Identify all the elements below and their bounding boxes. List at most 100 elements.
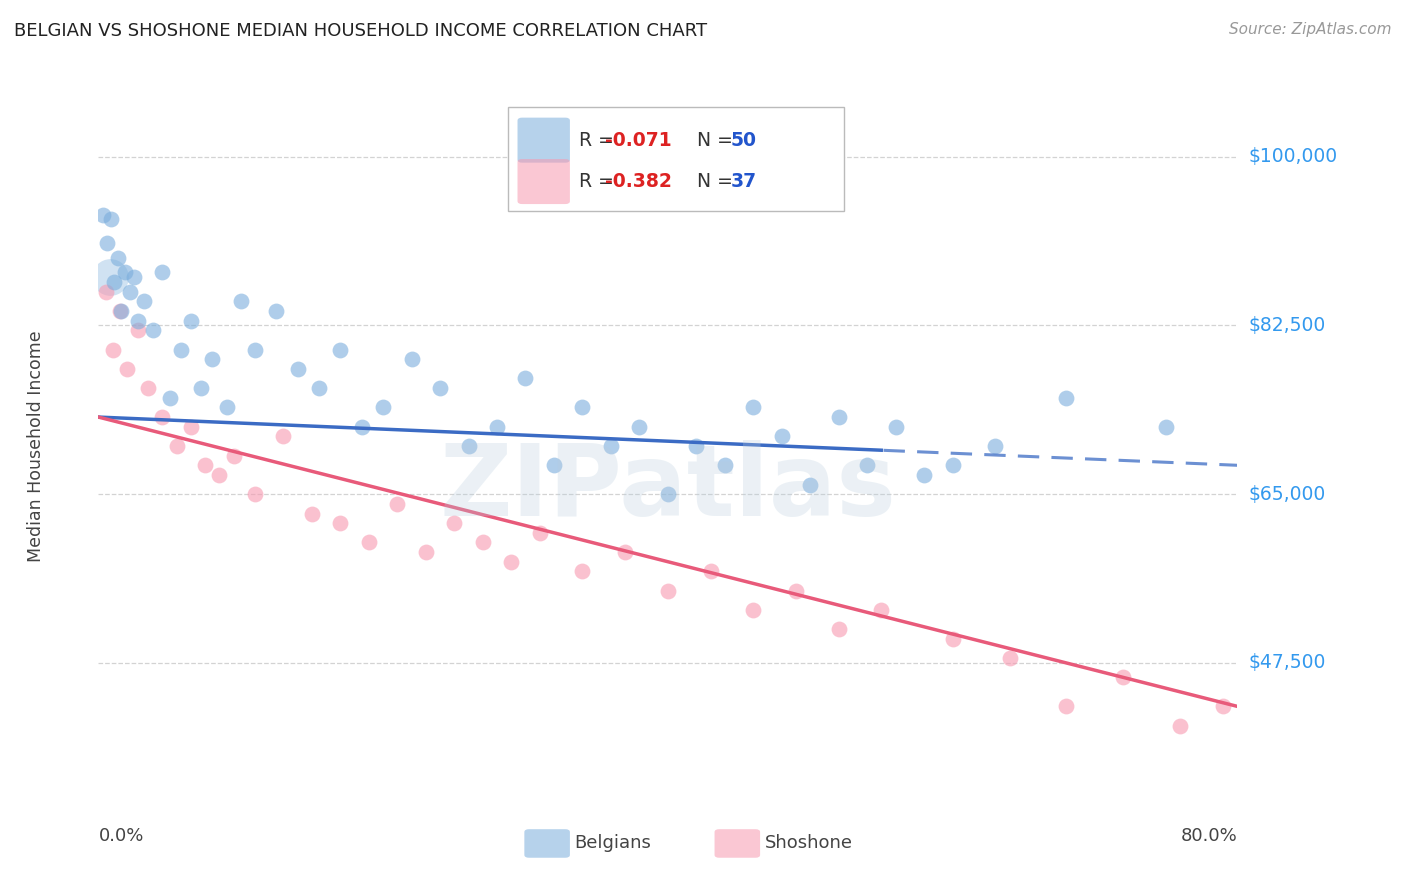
Point bbox=[685, 439, 707, 453]
Point bbox=[118, 285, 141, 299]
Point bbox=[152, 410, 174, 425]
Point bbox=[243, 343, 266, 357]
Text: Median Household Income: Median Household Income bbox=[27, 330, 45, 562]
Point bbox=[287, 362, 309, 376]
Text: 80.0%: 80.0% bbox=[1181, 827, 1237, 845]
Point bbox=[180, 313, 202, 327]
Text: 37: 37 bbox=[731, 172, 756, 191]
Text: N =: N = bbox=[685, 172, 738, 191]
FancyBboxPatch shape bbox=[517, 159, 569, 204]
Point bbox=[942, 458, 965, 473]
FancyBboxPatch shape bbox=[714, 830, 761, 858]
Point bbox=[170, 343, 193, 357]
Point bbox=[114, 265, 136, 279]
Point bbox=[998, 651, 1021, 665]
Point bbox=[742, 603, 765, 617]
Text: $65,000: $65,000 bbox=[1249, 484, 1326, 504]
Text: $47,500: $47,500 bbox=[1249, 654, 1326, 673]
Point bbox=[273, 429, 295, 443]
Point bbox=[614, 545, 637, 559]
Point bbox=[98, 270, 121, 285]
Point bbox=[770, 429, 793, 443]
Point bbox=[799, 477, 821, 491]
Point bbox=[101, 343, 124, 357]
Point bbox=[457, 439, 479, 453]
Point bbox=[136, 381, 159, 395]
Point bbox=[115, 362, 138, 376]
Point bbox=[401, 352, 423, 367]
FancyBboxPatch shape bbox=[517, 118, 569, 162]
Point bbox=[387, 497, 409, 511]
Point bbox=[222, 449, 245, 463]
Point bbox=[190, 381, 212, 395]
Point bbox=[108, 304, 131, 318]
Point bbox=[201, 352, 224, 367]
Point bbox=[229, 294, 252, 309]
Point bbox=[127, 313, 149, 327]
Point bbox=[110, 304, 132, 318]
Text: 0.0%: 0.0% bbox=[98, 827, 143, 845]
Text: N =: N = bbox=[685, 130, 738, 150]
Point bbox=[486, 419, 509, 434]
Point bbox=[132, 294, 155, 309]
Point bbox=[415, 545, 437, 559]
Text: $82,500: $82,500 bbox=[1249, 316, 1326, 335]
Point bbox=[657, 583, 679, 598]
Point bbox=[1212, 699, 1234, 714]
Point bbox=[107, 251, 129, 265]
Point bbox=[429, 381, 451, 395]
Point bbox=[443, 516, 465, 530]
Point bbox=[100, 212, 122, 227]
Text: $100,000: $100,000 bbox=[1249, 147, 1337, 166]
Point bbox=[357, 535, 380, 549]
Point bbox=[308, 381, 330, 395]
Point bbox=[884, 419, 907, 434]
Point bbox=[870, 603, 893, 617]
Point bbox=[141, 323, 163, 337]
Text: R =: R = bbox=[579, 130, 620, 150]
Point bbox=[371, 401, 394, 415]
Point bbox=[127, 323, 149, 337]
Point bbox=[501, 555, 523, 569]
FancyBboxPatch shape bbox=[509, 107, 845, 211]
Point bbox=[243, 487, 266, 501]
Point bbox=[856, 458, 879, 473]
Point bbox=[266, 304, 288, 318]
Point bbox=[159, 391, 181, 405]
Point bbox=[657, 487, 679, 501]
Point bbox=[301, 507, 323, 521]
Text: Shoshone: Shoshone bbox=[765, 835, 852, 853]
Point bbox=[628, 419, 651, 434]
Point bbox=[515, 371, 537, 385]
Point bbox=[1154, 419, 1177, 434]
Text: Source: ZipAtlas.com: Source: ZipAtlas.com bbox=[1229, 22, 1392, 37]
Point bbox=[91, 208, 114, 222]
Point bbox=[329, 343, 352, 357]
Point bbox=[942, 632, 965, 646]
Point bbox=[215, 401, 238, 415]
Point bbox=[828, 410, 851, 425]
Point bbox=[571, 565, 593, 579]
Point bbox=[103, 275, 125, 289]
Point bbox=[699, 565, 721, 579]
Point bbox=[152, 265, 174, 279]
Point bbox=[194, 458, 217, 473]
Point bbox=[1056, 699, 1078, 714]
Text: ZIPatlas: ZIPatlas bbox=[440, 441, 896, 537]
Point bbox=[471, 535, 494, 549]
FancyBboxPatch shape bbox=[524, 830, 569, 858]
Text: R =: R = bbox=[579, 172, 620, 191]
Text: BELGIAN VS SHOSHONE MEDIAN HOUSEHOLD INCOME CORRELATION CHART: BELGIAN VS SHOSHONE MEDIAN HOUSEHOLD INC… bbox=[14, 22, 707, 40]
Point bbox=[600, 439, 623, 453]
Point bbox=[1056, 391, 1078, 405]
Point bbox=[785, 583, 807, 598]
Point bbox=[350, 419, 373, 434]
Point bbox=[96, 236, 118, 251]
Point bbox=[180, 419, 202, 434]
Text: Belgians: Belgians bbox=[575, 835, 651, 853]
Text: 50: 50 bbox=[731, 130, 756, 150]
Point bbox=[94, 285, 117, 299]
Point bbox=[208, 467, 231, 482]
Point bbox=[329, 516, 352, 530]
Point bbox=[714, 458, 737, 473]
